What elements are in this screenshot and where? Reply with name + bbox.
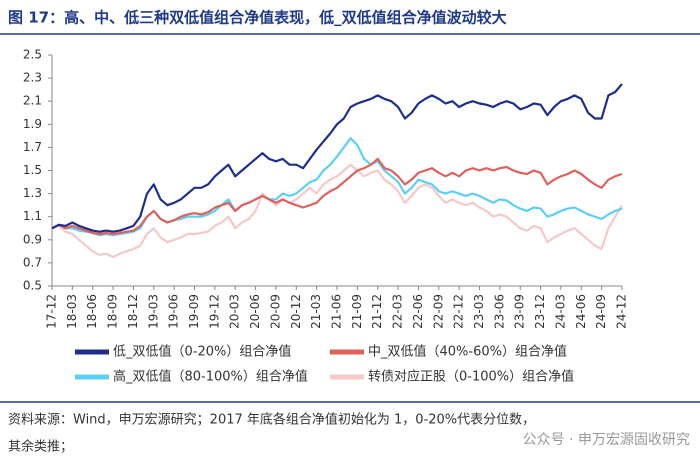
x-tick-label: 22-09 [431, 294, 445, 329]
x-tick-label: 24-09 [594, 294, 608, 329]
x-tick-label: 18-12 [126, 294, 140, 329]
x-tick-label: 23-03 [472, 294, 486, 329]
x-tick-label: 19-06 [167, 294, 181, 329]
x-tick-label: 19-03 [146, 294, 160, 329]
y-tick-label: 1.5 [23, 163, 42, 177]
x-tick-label: 20-03 [228, 294, 242, 329]
y-tick-label: 2.3 [23, 71, 42, 85]
x-tick-label: 21-09 [350, 294, 364, 329]
y-tick-label: 0.5 [23, 279, 42, 293]
y-tick-label: 2.5 [23, 48, 42, 62]
x-tick-label: 22-06 [411, 294, 425, 329]
y-tick-label: 1.9 [23, 117, 42, 131]
x-tick-label: 19-09 [187, 294, 201, 329]
x-tick-label: 22-03 [391, 294, 405, 329]
chart-title: 图 17：高、中、低三种双低值组合净值表现，低_双低值组合净值波动较大 [8, 9, 507, 27]
legend-label: 中_双低值（40%-60%）组合净值 [368, 344, 567, 360]
series-line [51, 157, 623, 236]
x-tick-label: 18-06 [85, 294, 99, 329]
x-tick-label: 17-12 [45, 294, 59, 329]
legend-label: 低_双低值（0-20%）组合净值 [113, 344, 291, 360]
note: 资料来源：Wind，申万宏源研究；2017 年底各组合净值初始化为 1，0-20… [8, 412, 535, 428]
x-tick-label: 21-12 [370, 294, 384, 329]
x-tick-label: 18-09 [106, 294, 120, 329]
x-tick-label: 22-12 [452, 294, 466, 329]
x-tick-label: 23-06 [492, 294, 506, 329]
x-tick-label: 18-03 [65, 294, 79, 329]
y-tick-label: 0.9 [23, 232, 42, 246]
legend-label: 高_双低值（80-100%）组合净值 [113, 369, 308, 385]
y-tick-label: 0.7 [23, 255, 42, 269]
x-tick-label: 24-03 [553, 294, 567, 329]
y-tick-label: 1.3 [23, 186, 42, 200]
series-line [51, 83, 623, 233]
x-tick-label: 23-12 [533, 294, 547, 329]
legend-label: 转债对应正股（0-100%）组合净值 [368, 369, 574, 385]
x-tick-label: 21-03 [309, 294, 323, 329]
note: 其余类推； [8, 439, 73, 455]
x-tick-label: 21-06 [330, 294, 344, 329]
y-tick-label: 2.1 [23, 94, 42, 108]
x-tick-label: 20-09 [268, 294, 282, 329]
x-tick-label: 20-06 [248, 294, 262, 329]
series-line [51, 163, 623, 259]
y-tick-label: 1.1 [23, 209, 42, 223]
x-tick-label: 23-09 [513, 294, 527, 329]
x-tick-label: 24-06 [574, 294, 588, 329]
x-tick-label: 24-12 [615, 294, 629, 329]
x-tick-label: 20-12 [289, 294, 303, 329]
watermark: 公众号 · 申万宏源固收研究 [523, 432, 690, 448]
x-tick-label: 19-12 [207, 294, 221, 329]
y-tick-label: 1.7 [23, 140, 42, 154]
